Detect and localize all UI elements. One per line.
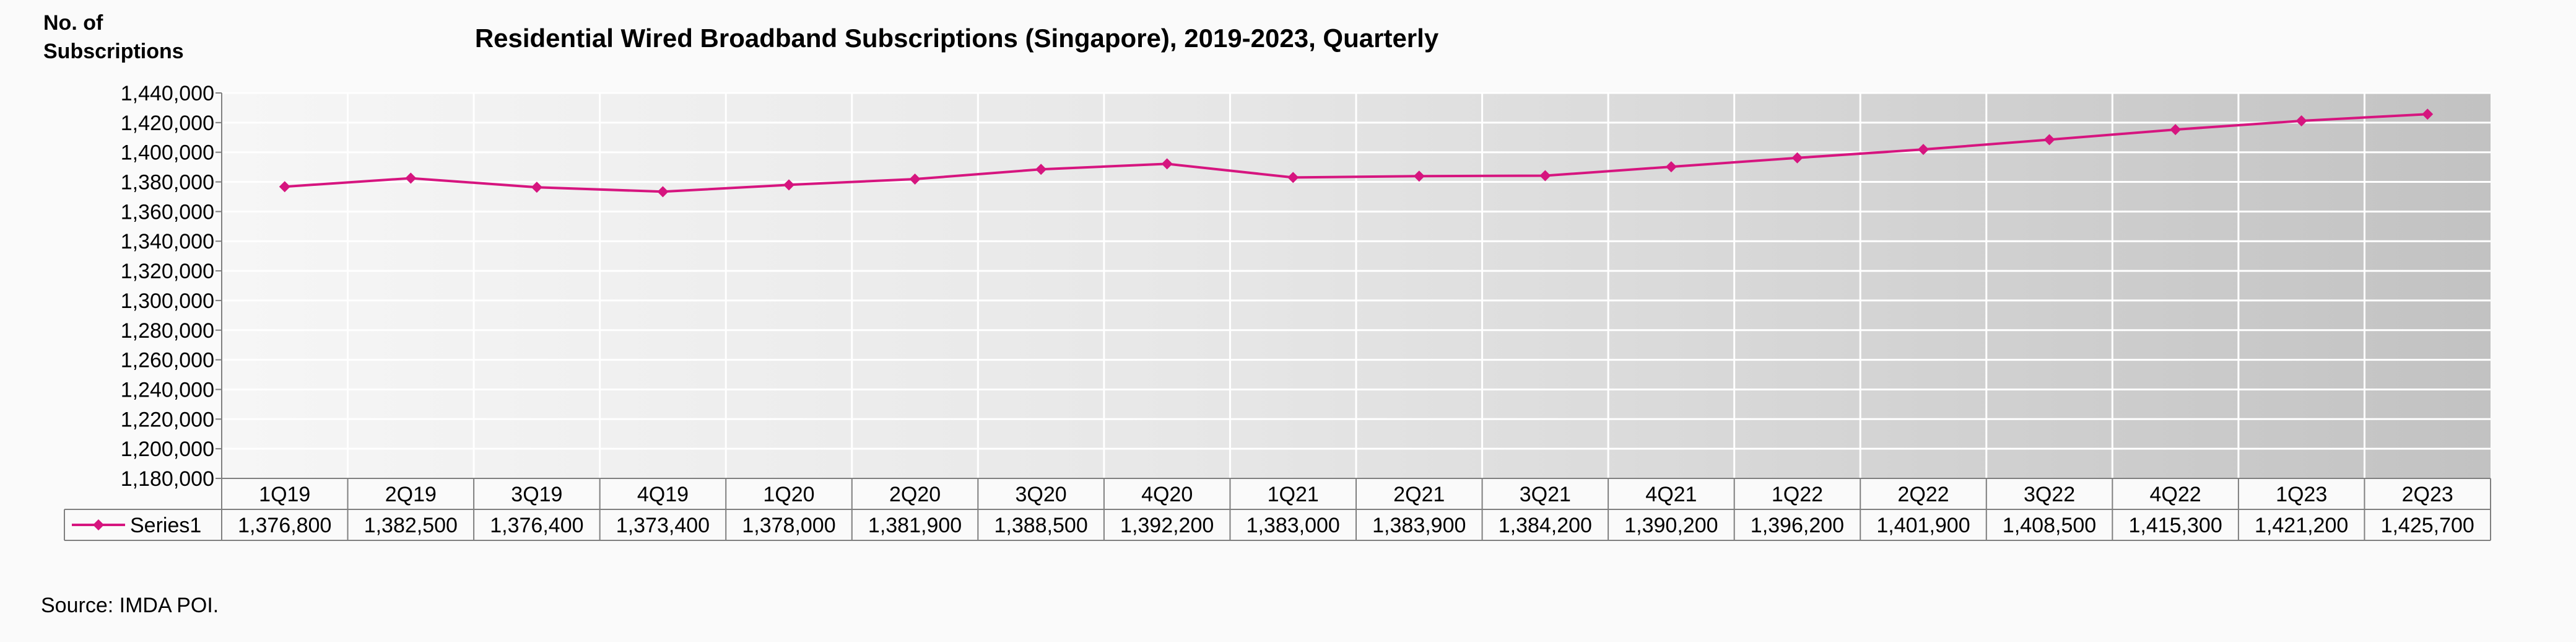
x-tick-label: 3Q21 xyxy=(1520,483,1571,506)
data-point xyxy=(1413,170,1425,182)
data-table-value: 1,383,900 xyxy=(1372,514,1466,537)
x-tick-label: 2Q22 xyxy=(1897,483,1949,506)
x-tick-label: 2Q21 xyxy=(1393,483,1445,506)
y-tick-label: 1,260,000 xyxy=(121,349,214,372)
x-tick-label: 4Q22 xyxy=(2150,483,2201,506)
x-tick-label: 2Q20 xyxy=(889,483,941,506)
y-axis-label-line-2: Subscriptions xyxy=(43,40,184,63)
x-tick-label: 4Q20 xyxy=(1141,483,1193,506)
y-tick-label: 1,280,000 xyxy=(121,319,214,343)
data-table-value: 1,373,400 xyxy=(616,514,710,537)
y-tick-label: 1,220,000 xyxy=(121,408,214,431)
y-tick-label: 1,340,000 xyxy=(121,230,214,253)
data-table-value: 1,383,000 xyxy=(1247,514,1340,537)
y-tick-label: 1,380,000 xyxy=(121,171,214,195)
x-tick-label: 4Q21 xyxy=(1645,483,1697,506)
data-table-value: 1,425,700 xyxy=(2381,514,2474,537)
data-point xyxy=(2043,134,2055,146)
x-tick-label: 1Q22 xyxy=(1772,483,1823,506)
data-table-value: 1,384,200 xyxy=(1499,514,1592,537)
x-tick-label: 2Q23 xyxy=(2402,483,2453,506)
y-tick-label: 1,420,000 xyxy=(121,112,214,135)
data-point xyxy=(405,172,417,184)
data-table-value: 1,392,200 xyxy=(1120,514,1214,537)
y-tick-label: 1,240,000 xyxy=(121,378,214,402)
y-tick-label: 1,360,000 xyxy=(121,200,214,224)
data-point xyxy=(657,186,669,198)
data-table-value: 1,421,200 xyxy=(2255,514,2348,537)
legend-marker xyxy=(93,519,104,530)
legend-label: Series1 xyxy=(130,514,201,537)
data-point xyxy=(1791,152,1803,164)
y-axis-label-line-1: No. of xyxy=(43,11,103,35)
data-point xyxy=(1918,144,1929,156)
y-tick-labels: 1,180,000 1,200,000 1,220,000 1,240,000 1,26… xyxy=(121,82,214,491)
chart-title: Residential Wired Broadband Subscription… xyxy=(475,24,1439,53)
x-tick-label: 4Q19 xyxy=(637,483,689,506)
data-point xyxy=(2170,124,2182,136)
data-table-value: 1,390,200 xyxy=(1624,514,1718,537)
axes xyxy=(215,92,222,479)
data-point xyxy=(1287,172,1299,183)
data-point xyxy=(1035,164,1047,175)
series-line xyxy=(284,113,2428,193)
data-table-value: 1,396,200 xyxy=(1751,514,1844,537)
data-point xyxy=(1161,158,1173,170)
y-tick-label: 1,320,000 xyxy=(121,260,214,283)
y-tick-label: 1,200,000 xyxy=(121,438,214,461)
data-point xyxy=(783,179,794,191)
x-tick-label: 2Q19 xyxy=(385,483,437,506)
data-table-value: 1,401,900 xyxy=(1876,514,1970,537)
data-table-value: 1,376,800 xyxy=(238,514,331,537)
data-point xyxy=(909,173,921,185)
y-tick-label: 1,180,000 xyxy=(121,467,214,491)
series-layer xyxy=(279,108,2434,198)
data-table-value: 1,376,400 xyxy=(490,514,583,537)
data-point xyxy=(1539,170,1551,182)
x-tick-label: 3Q20 xyxy=(1016,483,1067,506)
data-point xyxy=(1665,161,1677,173)
x-tick-label: 3Q22 xyxy=(2024,483,2075,506)
data-point xyxy=(2295,115,2307,126)
grid-lines xyxy=(222,92,2491,478)
data-table-value: 1,382,500 xyxy=(364,514,458,537)
y-tick-label: 1,300,000 xyxy=(121,289,214,313)
data-table-value: 1,388,500 xyxy=(994,514,1087,537)
data-table-value: 1,381,900 xyxy=(868,514,962,537)
data-table: 1Q19 2Q19 3Q19 4Q19 1Q20 2Q20 3Q20 4Q20 1Q21 2Q21… xyxy=(64,478,2491,541)
data-table-value: 1,378,000 xyxy=(742,514,835,537)
source-note: Source: IMDA POI. xyxy=(41,594,219,617)
x-tick-label: 1Q21 xyxy=(1268,483,1319,506)
data-point xyxy=(279,181,290,193)
x-tick-label: 3Q19 xyxy=(511,483,562,506)
x-tick-label: 1Q19 xyxy=(259,483,310,506)
y-tick-label: 1,400,000 xyxy=(121,141,214,165)
x-tick-label: 1Q20 xyxy=(763,483,814,506)
data-point xyxy=(2422,108,2434,120)
y-tick-label: 1,440,000 xyxy=(121,82,214,105)
data-point xyxy=(531,182,542,193)
x-tick-label: 1Q23 xyxy=(2276,483,2327,506)
data-table-value: 1,408,500 xyxy=(2003,514,2096,537)
data-table-value: 1,415,300 xyxy=(2128,514,2222,537)
